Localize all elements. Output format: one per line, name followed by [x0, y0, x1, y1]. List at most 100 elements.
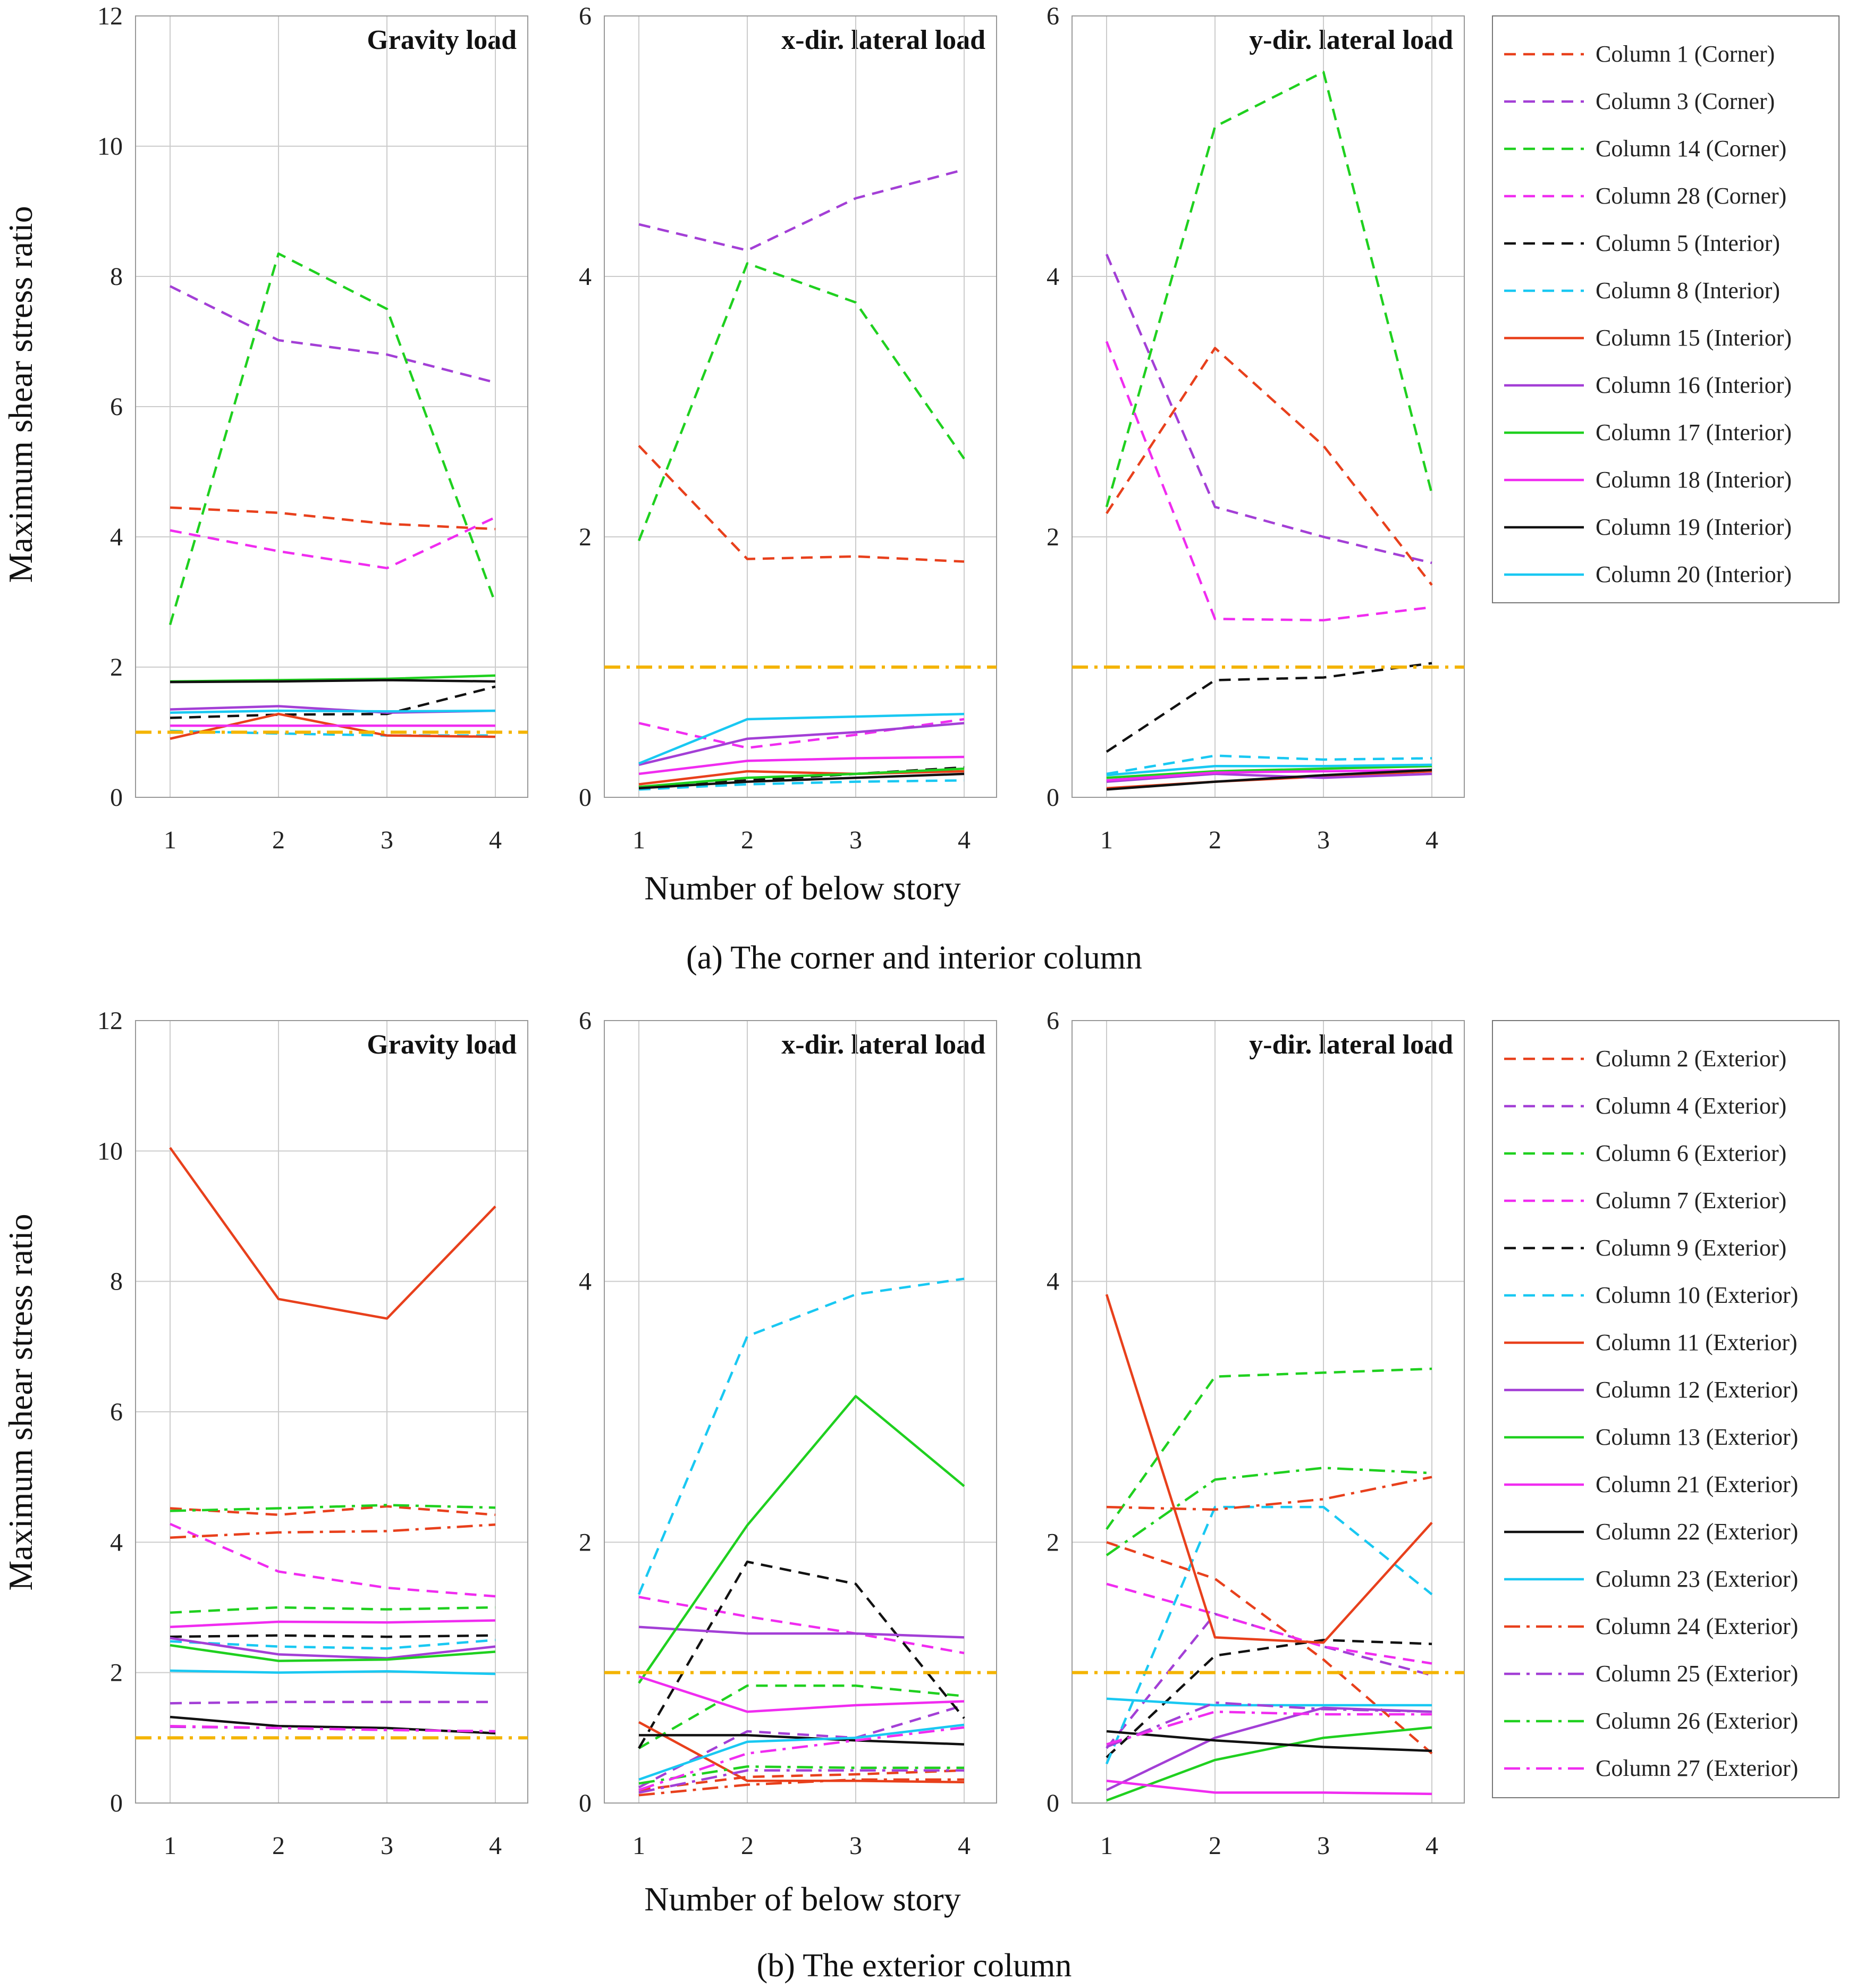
series-line-column-8-interior: [638, 779, 965, 791]
series-line-column-26-exterior: [638, 1765, 964, 1785]
series-line-column-1-corner: [638, 444, 965, 563]
plot-frame: [604, 15, 997, 798]
series-line-column-21-exterior: [1106, 1780, 1432, 1796]
series-line-column-3-corner: [169, 285, 496, 384]
legend-label: Column 17 (Interior): [1596, 419, 1792, 445]
y-tick-label: 0: [110, 784, 123, 812]
y-tick-label: 8: [110, 263, 123, 291]
legend-swatches-b: [1504, 1057, 1584, 1770]
series-line-column-2-exterior: [1106, 1541, 1433, 1755]
series-line-column-13-exterior: [638, 1395, 965, 1684]
series-line-column-28-corner: [170, 516, 496, 570]
series-line-column-20-interior: [1106, 763, 1432, 777]
legend-label: Column 3 (Corner): [1596, 88, 1775, 114]
series-line-column-22-exterior: [1106, 1730, 1432, 1753]
x-tick-label: 1: [632, 826, 645, 854]
series-line-column-27-exterior: [1106, 1711, 1432, 1746]
y-tick-label: 12: [97, 1007, 123, 1035]
y-tick-label: 0: [110, 1789, 123, 1817]
series-line-column-12-exterior: [170, 1637, 496, 1660]
legend-frame: [1492, 1020, 1840, 1798]
plot-area-3: 0 2 4 6 1 2 3 4: [1047, 1007, 1465, 1860]
series-line-column-1-corner: [1106, 347, 1433, 586]
series-line-column-20-interior: [638, 712, 965, 765]
series-line-column-10-exterior: [1105, 1505, 1433, 1765]
x-tick-label: 4: [489, 1832, 502, 1860]
series-line-column-19-interior: [638, 772, 965, 790]
x-tick-label: 2: [741, 1832, 754, 1860]
series-line-column-11-exterior: [638, 1721, 965, 1783]
y-tick-label: 2: [579, 1528, 592, 1556]
plot-frame: [135, 1020, 528, 1804]
panel-title: Gravity load: [367, 1030, 517, 1060]
series-line-column-9-exterior: [1106, 1639, 1432, 1758]
figure-a: Maximum shear stress ratio Number of bel…: [2, 2, 1840, 976]
series-line-column-13-exterior: [170, 1644, 496, 1662]
y-tick-label: 12: [97, 2, 123, 30]
y-tick-label: 10: [97, 1137, 123, 1165]
series-line-column-27-exterior: [638, 1726, 965, 1791]
panel-title: y-dir. lateral load: [1249, 25, 1453, 55]
series-line-column-9-exterior: [170, 1634, 496, 1638]
series-line-column-11-exterior: [1105, 1294, 1433, 1644]
y-tick-label: 4: [1047, 263, 1059, 291]
legend-label: Column 25 (Exterior): [1596, 1661, 1798, 1687]
y-tick-label: 8: [110, 1268, 123, 1296]
y-axis-label-a: Maximum shear stress ratio: [2, 206, 39, 583]
y-tick-label: 6: [110, 1398, 123, 1426]
x-tick-label: 1: [164, 1832, 176, 1860]
legend-swatches-a: [1504, 53, 1584, 576]
y-tick-label: 2: [110, 653, 123, 681]
x-tick-label: 4: [489, 826, 502, 854]
plot-frame: [1072, 1020, 1465, 1804]
series-line-column-6-exterior: [638, 1684, 965, 1749]
legend-label: Column 22 (Exterior): [1596, 1519, 1798, 1545]
series-line-column-5-interior: [170, 685, 496, 719]
y-tick-label: 6: [110, 393, 123, 421]
legend-label: Column 10 (Exterior): [1596, 1282, 1798, 1308]
legend-label: Column 4 (Exterior): [1596, 1093, 1786, 1119]
series-line-column-2-exterior: [638, 1769, 965, 1791]
legend-label: Column 15 (Interior): [1596, 325, 1792, 351]
x-tick-label: 4: [1425, 826, 1438, 854]
series-line-column-7-exterior: [1106, 1582, 1432, 1665]
y-tick-label: 2: [579, 523, 592, 551]
panel-b-xdir: x-dir. lateral load: [781, 1030, 985, 1060]
x-tick-label: 1: [1100, 1832, 1113, 1860]
caption-a: (a) The corner and interior column: [686, 940, 1142, 976]
y-tick-label: 2: [1047, 523, 1059, 551]
x-axis-label-b: Number of below story: [644, 1880, 960, 1918]
y-tick-label: 4: [579, 1268, 592, 1296]
y-tick-label: 2: [1047, 1528, 1059, 1556]
legend-label: Column 14 (Corner): [1596, 136, 1786, 162]
legend-label: Column 18 (Interior): [1596, 467, 1792, 493]
plot-area-2: 0 2 4 6 1 2 3 4: [579, 2, 997, 854]
y-tick-label: 6: [1047, 2, 1059, 30]
series-line-column-16-interior: [1106, 772, 1432, 783]
x-tick-label: 3: [381, 826, 393, 854]
series-line-column-14-corner: [168, 252, 497, 626]
figure-b: Maximum shear stress ratio Number of bel…: [2, 1007, 1840, 1984]
x-tick-label: 1: [1100, 826, 1113, 854]
panel-title: y-dir. lateral load: [1249, 1030, 1453, 1060]
series-line-column-17-interior: [638, 767, 965, 788]
legend-label: Column 12 (Exterior): [1596, 1377, 1798, 1403]
legend-label: Column 26 (Exterior): [1596, 1708, 1798, 1734]
series-line-column-7-exterior: [170, 1522, 496, 1598]
y-tick-label: 0: [579, 784, 592, 812]
legend-label: Column 9 (Exterior): [1596, 1235, 1786, 1261]
x-tick-label: 1: [164, 826, 176, 854]
series-line-column-10-exterior: [170, 1639, 496, 1650]
series-line-column-14-corner: [1105, 71, 1433, 508]
series-line-column-15-interior: [638, 770, 965, 786]
y-tick-label: 6: [579, 1007, 592, 1035]
series-line-column-23-exterior: [638, 1723, 965, 1781]
series-line-column-18-interior: [638, 755, 965, 776]
x-tick-label: 2: [272, 826, 285, 854]
series-line-column-24-exterior: [170, 1523, 496, 1539]
y-axis-label-b: Maximum shear stress ratio: [2, 1214, 39, 1590]
x-tick-label: 4: [1425, 1832, 1438, 1860]
legend-label: Column 19 (Interior): [1596, 514, 1792, 540]
